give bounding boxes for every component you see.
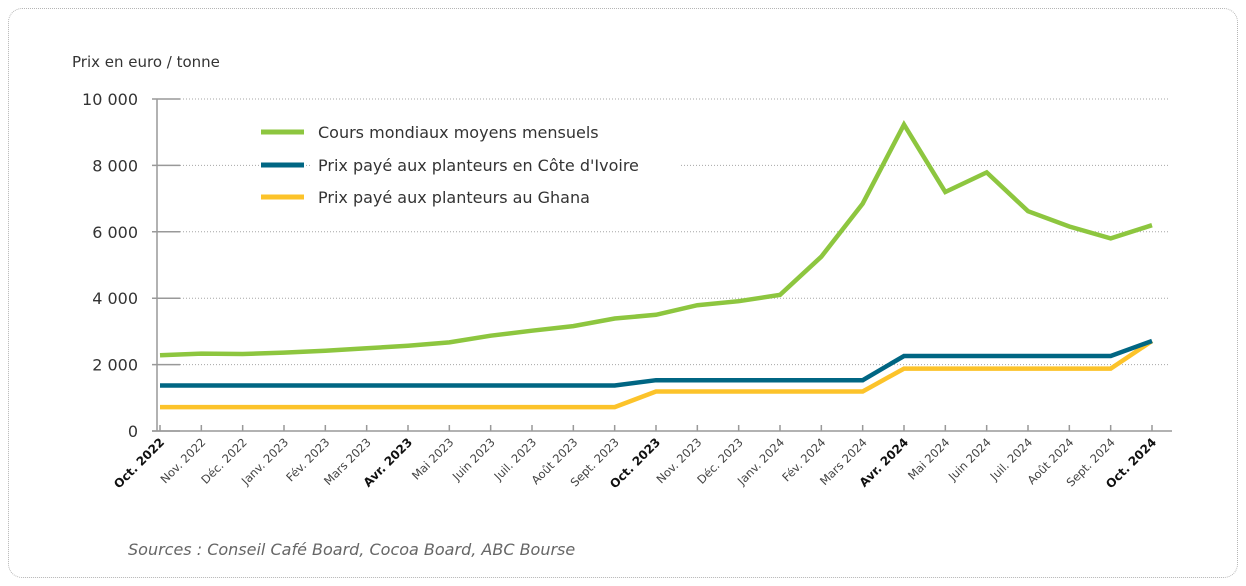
x-tick-label: Juin 2023 (449, 435, 498, 484)
series-lines (159, 120, 1154, 410)
series-line-1 (160, 338, 1153, 388)
y-tick-label-0: 0 (128, 422, 138, 441)
source-note: Sources : Conseil Café Board, Cocoa Boar… (128, 540, 575, 559)
series-line-0 (159, 120, 1153, 358)
y-tick-label-10000: 10 000 (82, 90, 138, 109)
x-tick-label: Oct. 2022 (111, 435, 167, 491)
legend-swatch-0 (261, 129, 304, 135)
y-tick-label-8000: 8 000 (92, 156, 138, 175)
axes (152, 98, 1172, 432)
chart-frame (8, 8, 1238, 578)
legend-label-bg-1 (312, 152, 680, 176)
legend-label-0: Cours mondiaux moyens mensuels (318, 123, 599, 142)
y-tick-labels: 0 2 000 4 000 6 000 8 000 10 000 (82, 90, 138, 441)
legend-label-1: Prix payé aux planteurs en Côte d'Ivoire (318, 156, 639, 175)
y-axis-label: Prix en euro / tonne (72, 53, 220, 71)
legend-swatch-2 (261, 194, 304, 200)
y-tick-label-6000: 6 000 (92, 223, 138, 242)
legend-label-2: Prix payé aux planteurs au Ghana (318, 188, 590, 207)
legend: Cours mondiaux moyens mensuels Prix payé … (261, 119, 680, 208)
legend-label-bg-2 (312, 184, 607, 208)
x-tick-label: Juin 2024 (945, 435, 994, 484)
series-line-2 (160, 339, 1154, 410)
x-tick-label: Mai 2024 (905, 435, 952, 482)
x-tick-label: Mai 2023 (409, 435, 456, 482)
y-tick-label-4000: 4 000 (92, 289, 138, 308)
legend-swatch-1 (261, 162, 304, 168)
legend-label-bg-0 (312, 119, 588, 143)
y-tick-label-2000: 2 000 (92, 356, 138, 375)
